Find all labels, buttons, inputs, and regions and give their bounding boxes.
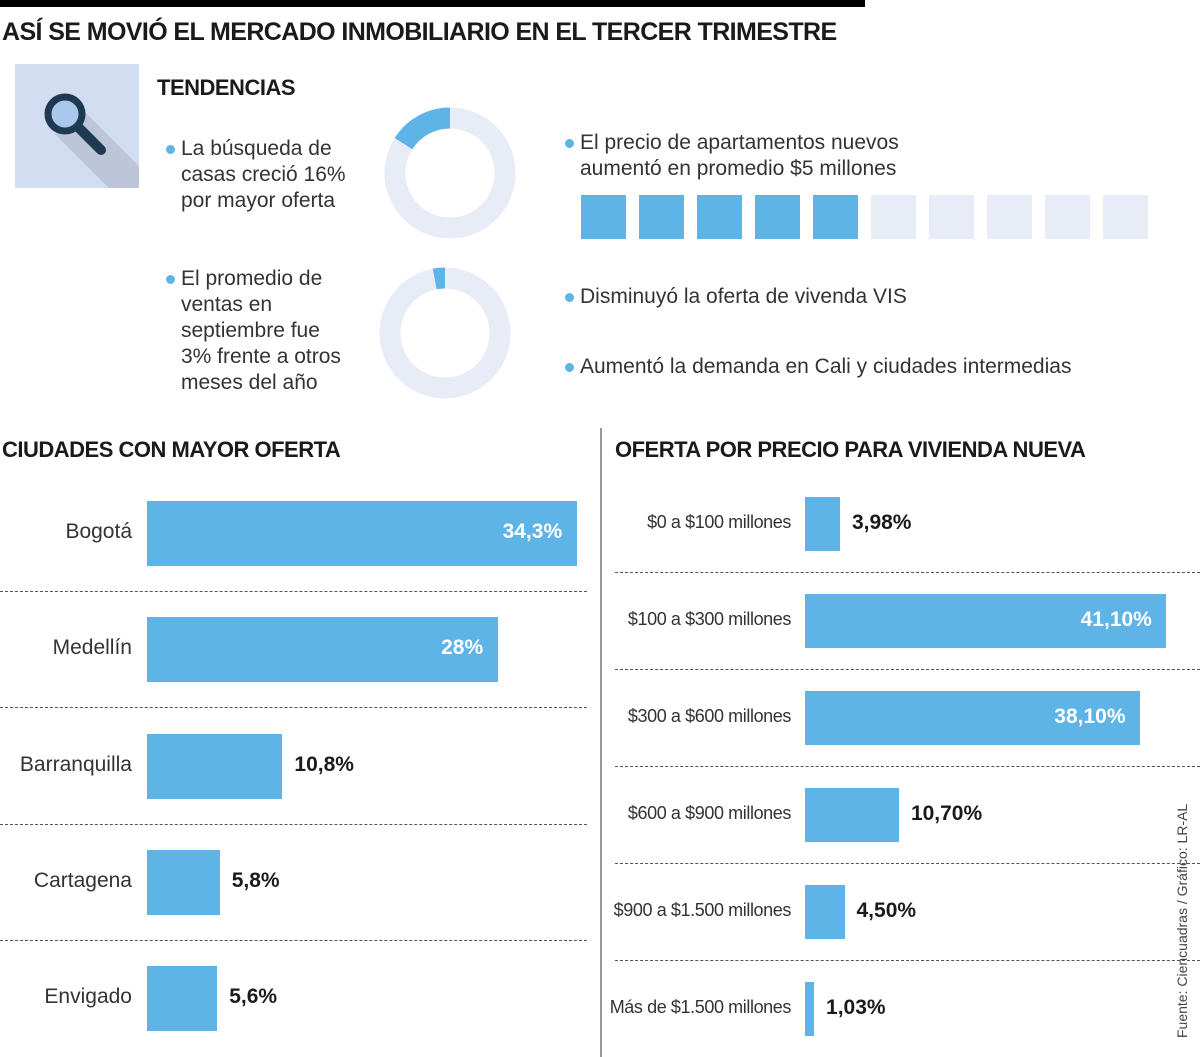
trend-line: ventas en xyxy=(181,293,273,316)
value-label: 5,8% xyxy=(231,868,280,892)
trend-item: Aumentó la demanda en Cali y ciudades in… xyxy=(565,354,1072,380)
value-label: 10,70% xyxy=(910,802,983,825)
category-label: Más de $1.500 millones xyxy=(609,997,792,1017)
price-square xyxy=(1045,195,1090,239)
value-label: 3,98% xyxy=(851,511,912,534)
trend-line: aumentó en promedio $5 millones xyxy=(580,157,897,180)
gridline xyxy=(0,707,587,709)
value-label: 1,03% xyxy=(826,996,886,1019)
trend-item: Disminuyó la oferta de vivenda VIS xyxy=(565,284,907,310)
trend-item: El promedio de ventas en septiembre fue 3% … xyxy=(166,266,341,396)
category-label: $300 a $600 millones xyxy=(627,706,792,726)
donut-track xyxy=(379,267,511,399)
value-label: 28% xyxy=(441,636,484,660)
trend-item: El precio de apartamentos nuevos aumentó … xyxy=(565,130,899,182)
value-label: 38,10% xyxy=(1054,705,1126,728)
price-square xyxy=(755,195,800,239)
price-square xyxy=(1103,195,1148,239)
category-label: $100 a $300 millones xyxy=(627,609,792,629)
trend-line: Aumentó la demanda en Cali y ciudades in… xyxy=(580,355,1072,378)
value-label: 5,6% xyxy=(229,985,278,1009)
bullet-dot xyxy=(166,275,175,284)
trend-line: El promedio de xyxy=(181,267,323,290)
trend-line: El precio de apartamentos nuevos xyxy=(580,131,899,154)
top-rule xyxy=(0,0,865,7)
gridline xyxy=(0,823,587,825)
gridline xyxy=(0,591,587,592)
bullet-dot xyxy=(166,145,175,154)
bar xyxy=(147,966,218,1032)
category-label: Cartagena xyxy=(33,868,132,892)
bar xyxy=(147,617,499,683)
donut-chart xyxy=(384,107,516,239)
bar xyxy=(805,788,899,842)
bullet-dot xyxy=(565,363,574,372)
bar xyxy=(805,594,1166,648)
category-label: Medellín xyxy=(52,636,132,660)
value-label: 34,3% xyxy=(502,520,563,543)
trend-item: La búsqueda de casas creció 16% por mayor … xyxy=(166,136,346,214)
bullet-dot xyxy=(565,139,574,148)
price-square xyxy=(929,195,974,239)
column-divider xyxy=(600,428,602,1057)
category-label: $600 a $900 millones xyxy=(627,803,792,823)
price-square xyxy=(871,195,916,239)
trend-line: Disminuyó la oferta de vivenda VIS xyxy=(580,285,907,308)
bar xyxy=(805,982,815,1036)
gridline xyxy=(615,766,1200,767)
bar xyxy=(147,849,220,915)
price-square xyxy=(987,195,1032,239)
donut-chart xyxy=(379,267,511,399)
trend-line: por mayor oferta xyxy=(181,189,336,212)
chart1-title: CIUDADES CON MAYOR OFERTA xyxy=(2,437,341,462)
bar xyxy=(147,501,578,566)
trend-line: 3% frente a otros xyxy=(181,345,341,368)
bar xyxy=(805,691,1140,745)
magnifying-glass-icon xyxy=(15,64,139,188)
trend-line: casas creció 16% xyxy=(181,163,346,186)
value-label: 10,8% xyxy=(294,752,354,776)
category-label: Envigado xyxy=(44,985,132,1009)
gridline xyxy=(615,572,1200,573)
price-square xyxy=(697,195,742,239)
trend-line: La búsqueda de xyxy=(181,137,332,160)
gridline xyxy=(615,960,1200,961)
bar xyxy=(147,733,283,799)
price-square xyxy=(639,195,684,239)
donut-segment xyxy=(379,267,511,399)
price-square xyxy=(581,195,626,239)
page-title: ASÍ SE MOVIÓ EL MERCADO INMOBILIARIO EN … xyxy=(2,18,837,46)
value-label: 41,10% xyxy=(1080,608,1152,631)
gridline xyxy=(615,863,1200,864)
trend-line: septiembre fue xyxy=(181,319,320,342)
value-label: 4,50% xyxy=(856,899,917,922)
gridline xyxy=(0,939,587,941)
tendencias-heading: TENDENCIAS xyxy=(157,75,296,100)
category-label: Bogotá xyxy=(65,520,132,543)
category-label: $900 a $1.500 millones xyxy=(613,900,792,920)
bar xyxy=(805,885,845,939)
category-label: Barranquilla xyxy=(19,752,132,776)
chart2-title: OFERTA POR PRECIO PARA VIVIENDA NUEVA xyxy=(615,437,1086,462)
bar xyxy=(805,497,840,551)
price-square xyxy=(813,195,858,239)
source-credit: Fuente: Ciencuadras / Gráfico: LR-AL xyxy=(1174,803,1190,1038)
category-label: $0 a $100 millones xyxy=(647,512,791,532)
trend-line: meses del año xyxy=(181,371,318,394)
bullet-dot xyxy=(565,293,574,302)
donut-segment xyxy=(384,107,516,239)
gridline xyxy=(615,669,1200,670)
